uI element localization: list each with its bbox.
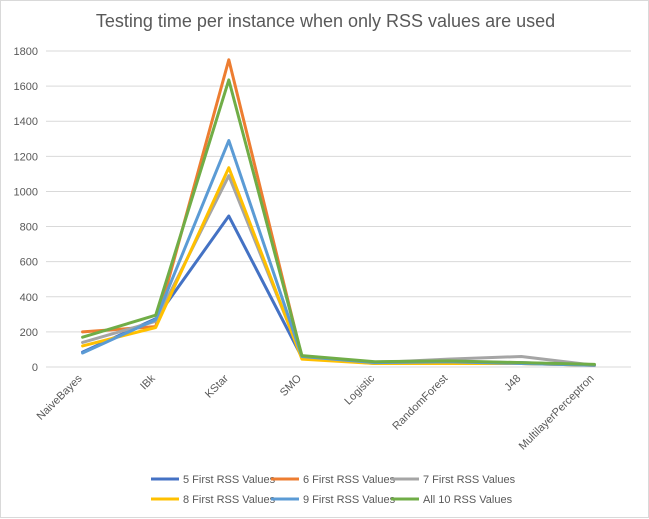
x-axis-ticks: NaiveBayes IBk KStar SMO Logistic RandomFores…: [35, 372, 597, 452]
series-lines: [81, 58, 596, 367]
x-tick-label: NaiveBayes: [35, 372, 85, 422]
x-tick-label: Logistic: [342, 372, 377, 407]
series-line: [81, 214, 596, 367]
y-tick-label: 200: [20, 327, 38, 339]
legend-label: 9 First RSS Values: [303, 494, 396, 506]
y-tick-label: 1400: [14, 116, 38, 128]
x-tick-label: IBk: [138, 372, 158, 392]
y-tick-label: 1600: [14, 81, 38, 93]
series-line: [81, 174, 596, 367]
legend-label: All 10 RSS Values: [423, 494, 513, 506]
series-line: [81, 78, 596, 366]
x-tick-label: KStar: [203, 372, 231, 400]
x-tick-label: SMO: [278, 372, 305, 399]
legend: 5 First RSS Values 6 First RSS Values 7 Fi…: [151, 474, 516, 506]
series-line: [81, 166, 596, 367]
legend-label: 7 First RSS Values: [423, 474, 516, 486]
legend-label: 5 First RSS Values: [183, 474, 276, 486]
y-tick-label: 400: [20, 292, 38, 304]
legend-label: 8 First RSS Values: [183, 494, 276, 506]
y-axis-ticks: 0 200 400 600 800 1000 1200 1400 1600 1800: [14, 46, 38, 374]
x-tick-label: RandomForest: [390, 373, 450, 433]
y-tick-label: 800: [20, 222, 38, 234]
chart-title: Testing time per instance when only RSS …: [95, 11, 556, 31]
x-tick-label: MultilayerPerceptron: [517, 373, 597, 453]
gridlines: [46, 50, 631, 368]
legend-label: 6 First RSS Values: [303, 474, 396, 486]
y-tick-label: 1000: [14, 186, 38, 198]
y-tick-label: 1800: [14, 46, 38, 58]
y-tick-label: 600: [20, 257, 38, 269]
x-tick-label: J48: [502, 373, 523, 394]
y-tick-label: 1200: [14, 151, 38, 163]
y-tick-label: 0: [32, 362, 38, 374]
